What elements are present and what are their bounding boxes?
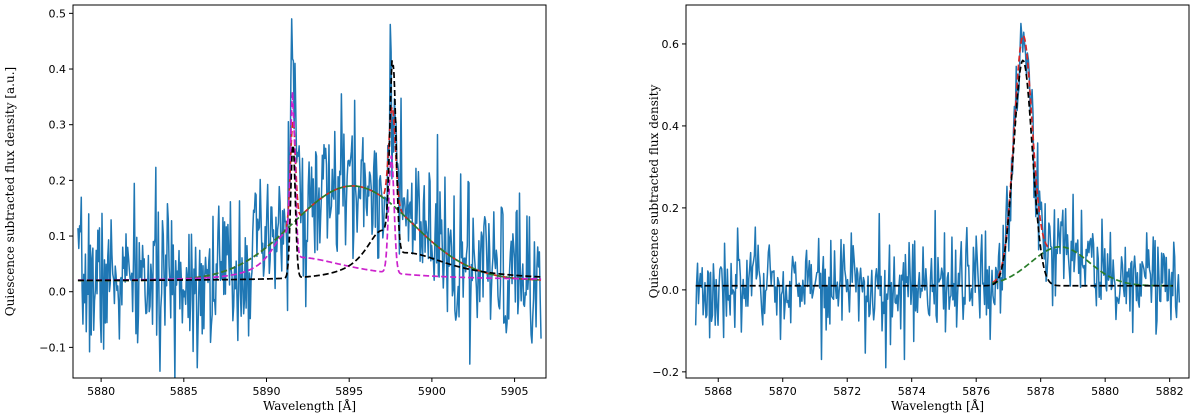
y-tick-label: 0.2 xyxy=(662,202,680,215)
left-y-axis-label: Quiescence subtracted flux density [a.u.… xyxy=(3,67,17,316)
x-tick-label: 5870 xyxy=(769,385,797,398)
y-tick-label: −0.1 xyxy=(39,341,66,354)
y-tick-label: 0.2 xyxy=(49,174,67,187)
x-tick-label: 5900 xyxy=(418,385,446,398)
right-plot-frame xyxy=(685,4,1190,379)
y-tick-label: 0.0 xyxy=(49,286,67,299)
left-series-d1-line-profile xyxy=(77,60,542,282)
left-chart-panel: 5880 5885 5890 5895 5900 5905 −0.1 0.0 0.1 0.2 0.… xyxy=(3,4,547,413)
right-series-observed xyxy=(694,22,1181,369)
y-tick-label: 0.0 xyxy=(662,284,680,297)
x-tick-label: 5895 xyxy=(335,385,363,398)
y-tick-label: −0.2 xyxy=(652,366,679,379)
x-tick-label: 5876 xyxy=(962,385,990,398)
x-tick-label: 5885 xyxy=(170,385,198,398)
right-series-narrow-component xyxy=(695,59,1173,287)
y-tick-label: 0.3 xyxy=(49,119,67,132)
y-tick-label: 0.6 xyxy=(662,38,680,51)
left-x-axis-label: Wavelength [Å] xyxy=(263,398,356,413)
x-tick-label: 5905 xyxy=(501,385,529,398)
x-tick-label: 5878 xyxy=(1027,385,1055,398)
y-tick-label: 0.5 xyxy=(49,7,67,20)
x-tick-label: 5880 xyxy=(1091,385,1119,398)
y-tick-label: 0.1 xyxy=(49,230,67,243)
left-plot-frame xyxy=(72,4,547,379)
x-tick-label: 5874 xyxy=(898,385,926,398)
right-chart-panel: 5868 5870 5872 5874 5876 5878 5880 5882 −0.2 0.0… xyxy=(647,4,1190,413)
right-x-axis-label: Wavelength [Å] xyxy=(891,398,984,413)
y-tick-label: 0.4 xyxy=(662,120,680,133)
x-tick-label: 5872 xyxy=(833,385,861,398)
right-y-axis-label: Quiescence subtracted flux density xyxy=(647,84,661,298)
y-tick-label: 0.4 xyxy=(49,63,67,76)
x-tick-label: 5882 xyxy=(1156,385,1184,398)
x-tick-label: 5868 xyxy=(704,385,732,398)
x-tick-label: 5890 xyxy=(253,385,281,398)
right-series-broad-component xyxy=(992,245,1174,287)
x-tick-label: 5880 xyxy=(87,385,115,398)
